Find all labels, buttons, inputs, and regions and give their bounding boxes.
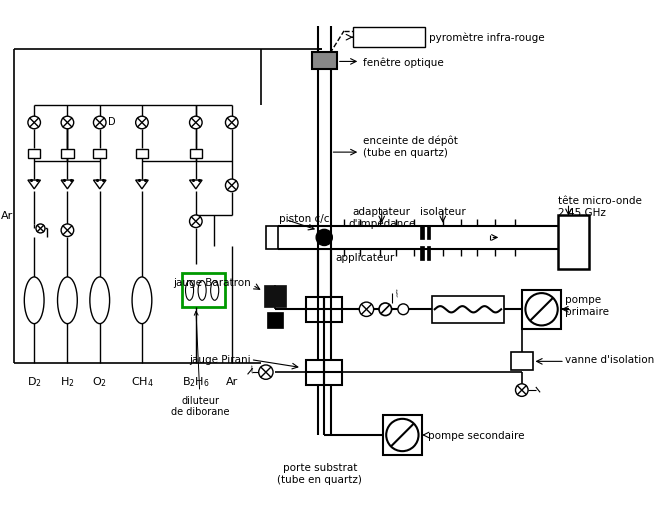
Circle shape — [93, 117, 106, 129]
Circle shape — [136, 117, 148, 129]
Ellipse shape — [24, 277, 44, 324]
Bar — [511, 353, 532, 371]
Text: fenêtre optique: fenêtre optique — [363, 57, 443, 68]
Bar — [266, 313, 283, 328]
Circle shape — [515, 384, 528, 397]
Ellipse shape — [90, 277, 110, 324]
Text: H$_2$: H$_2$ — [60, 375, 75, 388]
Circle shape — [61, 117, 74, 129]
Text: CH$_4$: CH$_4$ — [130, 375, 153, 388]
Circle shape — [316, 230, 332, 246]
Ellipse shape — [186, 281, 193, 301]
Text: adaptateur
d'impédance: adaptateur d'impédance — [348, 207, 415, 229]
Text: jauge Baratron: jauge Baratron — [173, 278, 251, 288]
Bar — [264, 285, 286, 307]
Polygon shape — [136, 181, 148, 189]
Bar — [136, 150, 148, 159]
Circle shape — [190, 117, 202, 129]
Bar — [93, 150, 106, 159]
Polygon shape — [190, 181, 202, 189]
Circle shape — [259, 365, 273, 380]
Bar — [266, 227, 278, 249]
Ellipse shape — [211, 281, 218, 301]
Circle shape — [525, 294, 558, 326]
Bar — [382, 415, 422, 455]
Ellipse shape — [57, 277, 77, 324]
Text: jauge Pirani: jauge Pirani — [189, 354, 251, 364]
Circle shape — [226, 180, 238, 192]
Text: enceinte de dépôt
(tube en quartz): enceinte de dépôt (tube en quartz) — [363, 135, 458, 158]
Bar — [190, 150, 202, 159]
Text: pyromètre infra-rouge: pyromètre infra-rouge — [429, 33, 545, 43]
Circle shape — [28, 117, 41, 129]
Circle shape — [359, 302, 374, 317]
Text: O$_2$: O$_2$ — [92, 375, 107, 388]
Ellipse shape — [132, 277, 152, 324]
Circle shape — [226, 117, 238, 129]
Circle shape — [398, 304, 409, 315]
Text: tête micro-onde
2.45 GHz: tête micro-onde 2.45 GHz — [558, 196, 642, 217]
Bar — [353, 28, 425, 48]
Bar — [432, 296, 504, 323]
Text: /: / — [249, 364, 255, 374]
Text: isolateur: isolateur — [420, 207, 466, 216]
Text: pompe
primaire: pompe primaire — [565, 294, 609, 316]
Text: diluteur
de diborane: diluteur de diborane — [171, 312, 230, 416]
Text: /: / — [394, 289, 400, 298]
Ellipse shape — [198, 281, 206, 301]
Text: Ar: Ar — [226, 376, 238, 386]
Polygon shape — [61, 181, 74, 189]
Bar — [522, 290, 561, 329]
Bar — [61, 150, 74, 159]
Bar — [426, 227, 430, 240]
Text: vanne d'isolation: vanne d'isolation — [565, 354, 654, 364]
Text: D: D — [108, 117, 115, 126]
Polygon shape — [28, 181, 41, 189]
Text: piston c/c: piston c/c — [280, 213, 330, 223]
Bar — [28, 150, 41, 159]
Circle shape — [379, 303, 392, 316]
Bar — [306, 360, 342, 385]
Text: porte substrat
(tube en quartz): porte substrat (tube en quartz) — [277, 462, 362, 484]
Bar — [558, 215, 589, 269]
Bar — [312, 53, 337, 69]
Circle shape — [36, 224, 45, 234]
Bar — [182, 274, 226, 308]
Bar — [420, 247, 424, 261]
Circle shape — [190, 215, 202, 228]
Bar — [426, 247, 430, 261]
Bar — [306, 297, 342, 322]
Bar — [420, 227, 424, 240]
Text: applicateur: applicateur — [335, 252, 394, 263]
Text: B$_2$H$_6$: B$_2$H$_6$ — [182, 375, 210, 388]
Text: pompe secondaire: pompe secondaire — [428, 430, 524, 440]
Text: D$_2$: D$_2$ — [27, 375, 41, 388]
Circle shape — [386, 419, 418, 451]
Polygon shape — [93, 181, 106, 189]
Circle shape — [61, 224, 74, 237]
Text: Ar: Ar — [1, 211, 14, 220]
